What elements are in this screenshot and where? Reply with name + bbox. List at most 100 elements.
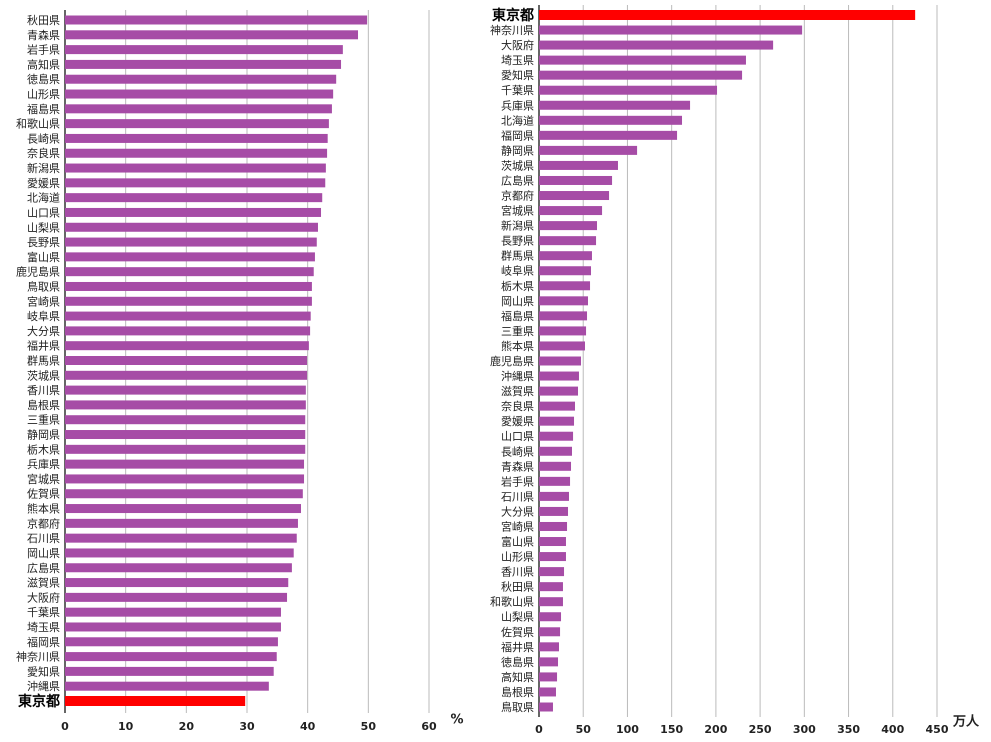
y-tick-label: 岩手県 [501, 474, 534, 488]
bar [539, 597, 563, 607]
bar [65, 518, 298, 528]
y-tick-label: 滋賀県 [501, 385, 534, 398]
y-tick-label: 新潟県 [501, 219, 534, 233]
bar [539, 175, 613, 185]
bar [65, 59, 342, 69]
y-tick-label: 岡山県 [27, 547, 60, 560]
y-tick-label: 宮城県 [27, 472, 60, 486]
bar [65, 133, 328, 143]
y-tick-label: 北海道 [501, 113, 534, 127]
bar [539, 10, 916, 20]
bar [539, 356, 582, 366]
bar [65, 607, 281, 617]
bar [539, 25, 803, 35]
y-tick-label: 山形県 [501, 551, 534, 564]
bar [65, 548, 294, 558]
y-tick-label: 宮崎県 [27, 294, 60, 308]
bar [539, 461, 572, 471]
y-tick-label: 秋田県 [501, 580, 534, 594]
bar [65, 444, 306, 454]
bar [65, 622, 281, 632]
x-tick-label: 50 [361, 720, 377, 733]
y-tick-label: 熊本県 [27, 502, 60, 516]
x-tick-label: 0 [535, 723, 543, 736]
y-tick-label: 青森県 [27, 28, 60, 42]
x-tick-label: 350 [837, 723, 860, 736]
x-tick-label: 20 [179, 720, 195, 733]
bar [539, 296, 588, 306]
bar [65, 30, 359, 40]
y-tick-label: 長崎県 [501, 444, 534, 458]
bar [539, 567, 565, 577]
bar [65, 578, 289, 588]
y-tick-label: 福岡県 [27, 635, 60, 649]
bar [539, 145, 638, 155]
y-tick-label: 大阪府 [501, 38, 534, 52]
y-tick-label: 福井県 [501, 640, 534, 654]
bar [65, 178, 326, 188]
y-tick-label: 山梨県 [27, 220, 60, 234]
bar [65, 296, 312, 306]
y-tick-label: 山梨県 [501, 610, 534, 624]
bar [65, 459, 305, 469]
x-tick-label: 400 [881, 723, 904, 736]
bar [65, 681, 269, 691]
x-tick-label: 10 [118, 720, 134, 733]
bar [65, 15, 368, 25]
bar [539, 612, 562, 622]
y-tick-label: 大分県 [501, 504, 534, 518]
y-tick-label: 栃木県 [501, 279, 534, 293]
bar [65, 563, 292, 573]
bar [65, 474, 305, 484]
y-tick-label: 長野県 [501, 235, 534, 248]
y-tick-label: 高知県 [27, 57, 60, 71]
bar [65, 207, 322, 217]
bar [65, 45, 343, 55]
y-tick-label: 新潟県 [27, 161, 60, 175]
bar [65, 592, 288, 602]
bar [65, 533, 297, 543]
bar [539, 160, 618, 170]
y-tick-label: 静岡県 [501, 143, 534, 157]
y-tick-label: 岐阜県 [27, 310, 60, 323]
y-tick-label: 鳥取県 [27, 279, 60, 293]
y-tick-label: 岐阜県 [501, 265, 534, 278]
y-tick-label: 鹿児島県 [490, 354, 534, 368]
y-tick-label: 兵庫県 [501, 98, 534, 112]
y-tick-label: 石川県 [27, 532, 60, 545]
y-tick-label: 東京都 [492, 7, 534, 24]
bar [65, 193, 323, 203]
y-tick-label: 和歌山県 [490, 595, 534, 609]
y-tick-label: 静岡県 [27, 428, 60, 442]
y-tick-label: 京都府 [27, 516, 60, 530]
bar [539, 386, 579, 396]
bar [539, 70, 743, 80]
y-tick-label: 兵庫県 [27, 457, 60, 471]
bar [539, 130, 678, 140]
bar [65, 163, 326, 173]
bar [539, 552, 566, 562]
y-tick-label: 茨城県 [27, 368, 60, 382]
x-axis-label: % [450, 713, 463, 728]
bar [539, 431, 574, 441]
x-tick-label: 0 [61, 720, 69, 733]
y-tick-label: 長崎県 [27, 131, 60, 145]
bar [539, 537, 566, 547]
bar [65, 696, 246, 706]
y-tick-label: 埼玉県 [27, 620, 60, 634]
bar [539, 40, 774, 50]
y-tick-label: 富山県 [501, 535, 534, 549]
bar [539, 236, 597, 246]
bar [539, 191, 610, 201]
y-tick-label: 愛知県 [501, 68, 534, 82]
y-tick-label: 愛知県 [27, 664, 60, 678]
bar [65, 430, 306, 440]
y-tick-label: 愛媛県 [501, 414, 534, 428]
y-tick-label: 佐賀県 [501, 625, 534, 639]
x-tick-label: 150 [660, 723, 683, 736]
x-axis-label: 万人 [952, 714, 980, 730]
bar [539, 100, 691, 110]
y-tick-label: 千葉県 [501, 83, 534, 97]
y-tick-label: 滋賀県 [27, 577, 60, 590]
